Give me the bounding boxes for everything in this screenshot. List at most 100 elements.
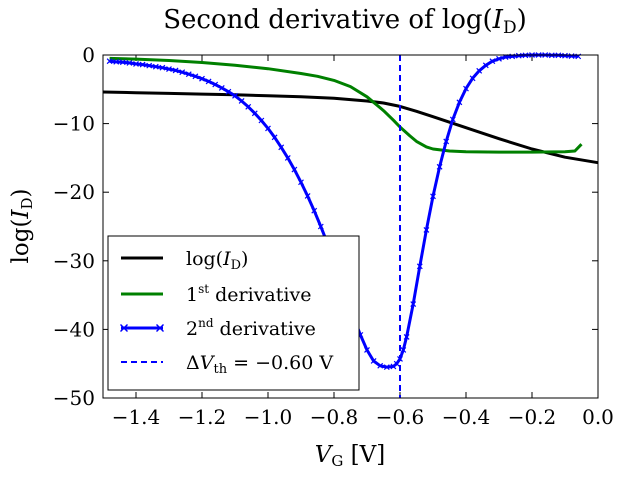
legend-first-pre: 1 (186, 284, 198, 306)
legend-first-sup: st (198, 282, 209, 296)
data-point-marker (416, 263, 423, 270)
data-point-marker (245, 103, 252, 110)
y-axis-label-post: ) (8, 188, 34, 197)
data-point-marker (205, 78, 212, 85)
series-first-derivative (109, 56, 583, 154)
data-point-marker (179, 69, 186, 76)
data-point-marker (192, 73, 199, 80)
data-point-marker (212, 81, 219, 88)
legend-marker-second-derivative (120, 324, 164, 332)
data-point-marker (251, 110, 258, 117)
data-point-marker (304, 193, 311, 199)
legend-threshold-post: = −0.60 V (227, 352, 333, 374)
legend-entry-second-derivative: 2nd derivative (120, 316, 316, 340)
x-axis-label-sub: G (331, 452, 343, 470)
data-point-marker (430, 193, 436, 200)
data-point-marker (423, 227, 430, 233)
legend-second-pre: 2 (186, 318, 198, 340)
legend-log-sub: D (231, 258, 241, 273)
data-point-marker (515, 52, 522, 59)
legend-second-sup: nd (198, 316, 214, 330)
data-point-marker (364, 347, 370, 353)
x-tick-label: −1.2 (178, 405, 227, 429)
data-point-marker (133, 60, 139, 67)
chart-title-var: I (492, 5, 504, 35)
data-point-marker (562, 52, 568, 59)
plot-frame (102, 54, 599, 399)
chart-title-sub: D (503, 18, 517, 38)
data-point-marker (476, 67, 483, 74)
legend-threshold-sub: th (213, 362, 227, 377)
axis-ticks: −1.4 −1.2 −1.0 −0.8 −0.6 −0.4 −0.2 0.0 0 −10 −20 −3… (53, 43, 614, 429)
legend-label-log-id: log(ID) (186, 248, 248, 273)
data-point-marker (113, 58, 120, 65)
legend-log-post: ) (241, 248, 248, 270)
data-point-marker (443, 138, 450, 145)
data-point-marker (159, 64, 166, 71)
data-point-marker (298, 179, 304, 186)
legend-threshold-var: V (200, 352, 216, 374)
y-tick-label: −10 (53, 112, 95, 136)
x-tick-label: −1.4 (112, 405, 161, 429)
x-axis-label-unit: [V] (343, 442, 385, 468)
y-axis-label-pre: log( (8, 219, 34, 264)
data-point-marker (317, 223, 324, 230)
legend-label-second-derivative: 2nd derivative (186, 316, 316, 340)
y-axis-label-var: I (8, 209, 34, 220)
data-point-marker (119, 59, 126, 66)
legend-entry-log-id: log(ID) (121, 248, 248, 273)
legend-label-threshold: ΔVth = −0.60 V (186, 352, 333, 377)
data-point-marker (496, 55, 502, 62)
data-point-marker (152, 63, 159, 70)
y-tick-label: −40 (53, 317, 95, 341)
data-point-marker (185, 71, 192, 78)
chart-title-post: ) (517, 5, 527, 35)
data-point-marker (456, 99, 463, 106)
data-point-marker (469, 75, 476, 82)
data-point-marker (463, 85, 469, 92)
x-tick-label: −0.2 (508, 405, 557, 429)
chart-title-pre: Second derivative of log( (163, 5, 492, 35)
x-tick-label: −0.4 (442, 405, 491, 429)
data-point-marker (258, 117, 265, 124)
data-point-marker (291, 166, 298, 173)
chart-title: Second derivative of log(ID) (163, 5, 527, 38)
y-tick-label: −30 (53, 249, 95, 273)
data-point-marker (400, 347, 407, 353)
data-point-marker (166, 66, 172, 72)
data-point-marker (393, 360, 400, 367)
legend-first-post: derivative (209, 284, 311, 306)
x-axis-label-var: V (315, 442, 334, 468)
data-point-marker (146, 62, 153, 69)
data-point-marker (377, 362, 384, 369)
x-axis-label: VG [V] (315, 442, 385, 470)
y-tick-label: 0 (82, 43, 95, 67)
data-point-marker (383, 364, 390, 371)
data-point-marker (278, 144, 285, 151)
y-axis-label: log(ID) (8, 188, 36, 263)
data-point-marker (436, 163, 443, 170)
data-point-marker (172, 67, 179, 74)
y-tick-label: −50 (53, 386, 95, 410)
data-point-marker (238, 98, 245, 104)
data-point-marker (265, 125, 271, 132)
legend-log-pre: log( (186, 248, 223, 270)
data-point-marker (482, 62, 489, 69)
legend-threshold-delta: Δ (186, 352, 200, 374)
data-point-marker (370, 358, 377, 364)
legend-box (107, 235, 360, 391)
x-tick-label: −1.0 (244, 405, 293, 429)
data-point-marker (449, 116, 456, 123)
data-point-marker (410, 301, 417, 307)
x-tick-label: 0.0 (582, 405, 614, 429)
data-point-marker (568, 53, 575, 59)
data-point-marker (126, 59, 133, 66)
legend-label-first-derivative: 1st derivative (186, 282, 311, 306)
data-point-marker (311, 207, 318, 214)
data-point-marker (284, 154, 291, 161)
data-point-marker (271, 134, 278, 141)
data-point-marker (139, 61, 146, 68)
y-tick-label: −20 (53, 180, 95, 204)
data-point-marker (489, 58, 496, 65)
